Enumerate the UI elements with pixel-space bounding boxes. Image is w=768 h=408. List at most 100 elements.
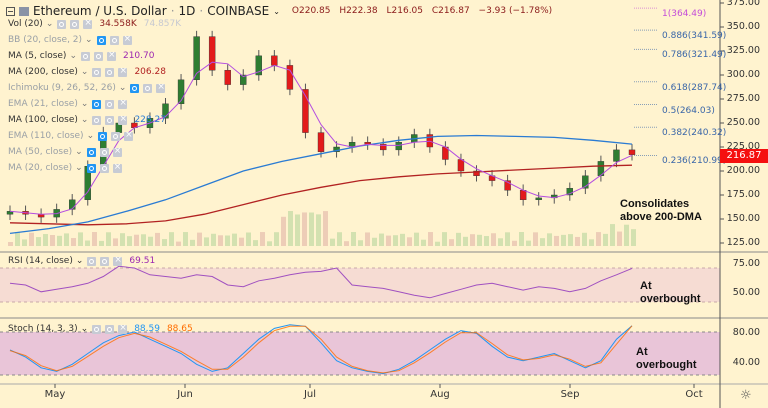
close-icon[interactable]: [118, 99, 128, 109]
chevron-down-icon[interactable]: ⌄: [80, 67, 89, 77]
settings-icon[interactable]: [105, 99, 115, 109]
eye-icon[interactable]: [92, 324, 102, 334]
volume-bar: [29, 232, 34, 246]
settings-icon[interactable]: [93, 51, 103, 61]
chevron-down-icon[interactable]: ⌄: [118, 83, 127, 93]
close-icon[interactable]: [112, 147, 122, 157]
chevron-down-icon[interactable]: ⌄: [80, 324, 89, 334]
volume-bar: [36, 237, 41, 246]
stoch-legend[interactable]: Stoch (14, 3, 3) ⌄ 88.59 88.65: [8, 324, 193, 335]
volume-bar: [302, 212, 307, 246]
close-icon[interactable]: [118, 324, 128, 334]
eye-icon[interactable]: [98, 131, 108, 141]
indicator-label[interactable]: MA (200, close): [8, 67, 78, 77]
indicator-label[interactable]: BB (20, close, 2): [8, 35, 83, 45]
fib-label: 0.382(240.32): [662, 128, 727, 139]
indicator-label[interactable]: Vol (20): [8, 19, 43, 29]
eye-icon[interactable]: [87, 256, 97, 266]
settings-icon[interactable]: [105, 67, 115, 77]
eye-icon[interactable]: [86, 163, 96, 173]
indicator-legend[interactable]: EMA (110, close) ⌄: [8, 131, 134, 141]
close-icon[interactable]: [112, 163, 122, 173]
close-icon[interactable]: [122, 35, 132, 45]
eye-icon[interactable]: [92, 67, 102, 77]
indicator-legend[interactable]: MA (20, close) ⌄: [8, 163, 122, 173]
chevron-down-icon[interactable]: ⌄: [80, 115, 89, 125]
indicator-legend[interactable]: MA (50, close) ⌄: [8, 147, 122, 157]
eye-icon[interactable]: [80, 51, 90, 61]
settings-icon[interactable]: [99, 147, 109, 157]
volume-bar: [232, 233, 237, 246]
settings-icon[interactable]: [105, 324, 115, 334]
volume-bar: [407, 237, 412, 246]
chevron-down-icon[interactable]: ⌄: [69, 51, 77, 61]
eye-icon[interactable]: [130, 83, 140, 93]
close-icon[interactable]: [106, 51, 116, 61]
exchange[interactable]: COINBASE: [207, 4, 270, 18]
settings-icon[interactable]: [99, 163, 109, 173]
settings-gear-icon[interactable]: ☼: [740, 388, 752, 403]
chevron-down-icon[interactable]: ⌄: [86, 131, 95, 141]
eye-icon[interactable]: [86, 147, 96, 157]
chevron-down-icon[interactable]: ⌄: [80, 99, 89, 109]
low-value: L216.05: [386, 6, 424, 16]
volume-bar: [162, 239, 167, 246]
indicator-legend[interactable]: MA (100, close)⌄ 228.27: [8, 115, 166, 126]
candle-down: [457, 159, 465, 172]
volume-bar: [575, 236, 580, 246]
indicator-legend[interactable]: MA (200, close)⌄ 206.28: [8, 67, 166, 78]
rsi-label[interactable]: RSI (14, close): [8, 256, 73, 266]
rsi-legend[interactable]: RSI (14, close) ⌄ 69.51: [8, 256, 156, 267]
chevron-down-icon[interactable]: ⌄: [45, 19, 54, 29]
symbol-name[interactable]: Ethereum / U.S. Dollar: [33, 4, 167, 18]
close-icon[interactable]: [124, 131, 134, 141]
indicator-legend[interactable]: EMA (21, close) ⌄: [8, 99, 128, 109]
indicator-label[interactable]: MA (20, close): [8, 163, 73, 173]
collapse-icon[interactable]: [6, 6, 15, 16]
indicator-legend[interactable]: Vol (20)⌄ 34.558K 74.857K: [8, 19, 181, 30]
indicator-label[interactable]: MA (50, close): [8, 147, 73, 157]
settings-icon[interactable]: [109, 35, 119, 45]
month-label: Jun: [177, 389, 193, 400]
volume-bar: [358, 240, 363, 246]
indicator-legend[interactable]: Ichimoku (9, 26, 52, 26) ⌄: [8, 83, 166, 93]
settings-icon[interactable]: [111, 131, 121, 141]
chevron-down-icon[interactable]: ⌄: [273, 6, 280, 16]
volume-bar: [64, 233, 69, 246]
settings-icon[interactable]: [100, 256, 110, 266]
indicator-label[interactable]: EMA (110, close): [8, 131, 84, 141]
close-icon[interactable]: [113, 256, 123, 266]
close-icon[interactable]: [118, 115, 128, 125]
indicator-legend[interactable]: BB (20, close, 2) ⌄: [8, 35, 132, 45]
settings-icon[interactable]: [70, 19, 80, 29]
eye-icon[interactable]: [92, 99, 102, 109]
settings-icon[interactable]: [143, 83, 153, 93]
eye-icon[interactable]: [96, 35, 106, 45]
chevron-down-icon[interactable]: ⌄: [75, 163, 83, 173]
settings-icon[interactable]: [105, 115, 115, 125]
close-icon[interactable]: [156, 83, 166, 93]
chevron-down-icon[interactable]: ⌄: [75, 256, 84, 266]
indicator-label[interactable]: Ichimoku (9, 26, 52, 26): [8, 83, 116, 93]
price-tick: 325.00: [726, 45, 760, 56]
annotation-stoch: At overbought: [636, 346, 697, 371]
close-icon[interactable]: [83, 19, 93, 29]
eye-icon[interactable]: [92, 115, 102, 125]
indicator-legend[interactable]: MA (5, close)⌄ 210.70: [8, 51, 154, 62]
chevron-down-icon[interactable]: ⌄: [85, 35, 93, 45]
volume-bar: [512, 240, 517, 246]
volume-bar: [211, 233, 216, 246]
flag-icon[interactable]: [19, 6, 29, 16]
indicator-label[interactable]: MA (100, close): [8, 115, 78, 125]
chevron-down-icon[interactable]: ⌄: [75, 147, 83, 157]
volume-bar: [372, 237, 377, 246]
eye-icon[interactable]: [57, 19, 67, 29]
indicator-label[interactable]: EMA (21, close): [8, 99, 78, 109]
month-label: Aug: [430, 389, 450, 400]
interval[interactable]: 1D: [178, 4, 196, 18]
close-icon[interactable]: [118, 67, 128, 77]
stoch-label[interactable]: Stoch (14, 3, 3): [8, 324, 78, 334]
indicator-label[interactable]: MA (5, close): [8, 51, 67, 61]
rsi-value: 69.51: [129, 256, 156, 266]
